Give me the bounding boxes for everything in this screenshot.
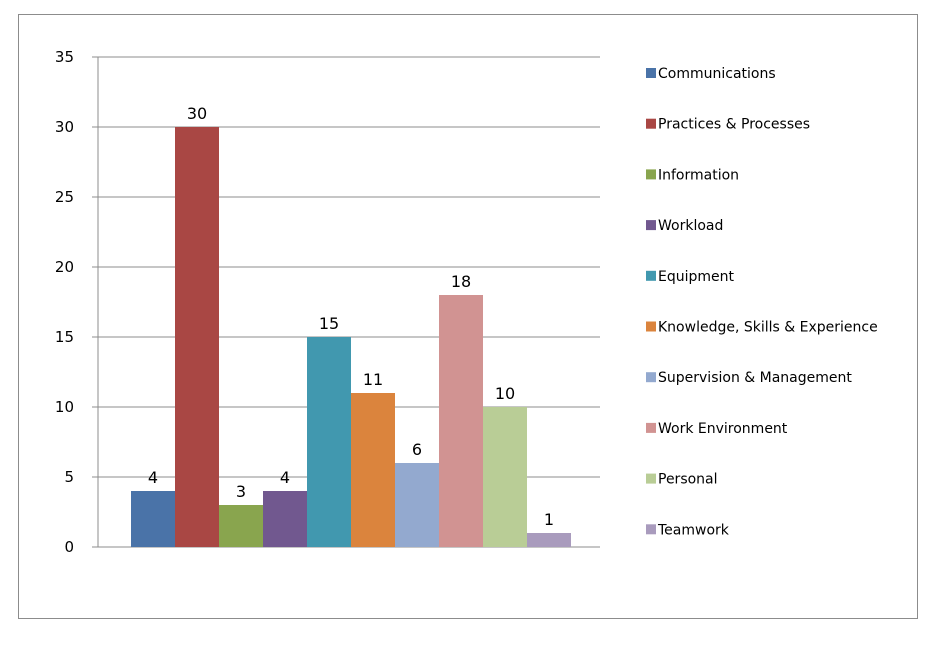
data-label: 3 xyxy=(236,482,246,501)
legend-label: Workload xyxy=(658,218,723,234)
data-label: 6 xyxy=(412,440,422,459)
legend-swatch xyxy=(646,270,656,281)
bar xyxy=(439,295,483,547)
data-label: 11 xyxy=(363,370,383,389)
legend-label: Equipment xyxy=(658,269,735,285)
bar xyxy=(263,491,307,547)
legend-swatch xyxy=(646,372,656,383)
y-tick-label: 25 xyxy=(55,188,74,206)
data-labels: 4 30 3 4 15 11 6 18 10 1 xyxy=(148,104,554,529)
y-tick-label: 35 xyxy=(55,48,74,66)
data-label: 4 xyxy=(148,468,158,487)
bar xyxy=(219,505,263,547)
legend-label: Practices & Processes xyxy=(658,117,810,133)
legend-swatch xyxy=(646,524,656,535)
legend-label: Teamwork xyxy=(657,522,730,538)
legend-swatch xyxy=(646,220,656,231)
bar xyxy=(131,491,175,547)
data-label: 15 xyxy=(319,314,339,333)
y-tick-label: 20 xyxy=(55,258,74,276)
legend-swatch xyxy=(646,169,656,180)
data-label: 30 xyxy=(187,104,207,123)
legend-label: Communications xyxy=(658,66,776,82)
bars xyxy=(131,127,571,547)
legend-swatch xyxy=(646,473,656,484)
axes: 0 5 10 15 20 25 30 35 xyxy=(55,48,600,556)
y-tick-label: 5 xyxy=(64,468,74,486)
bar xyxy=(483,407,527,547)
y-tick-label: 10 xyxy=(55,398,74,416)
bar xyxy=(395,463,439,547)
legend-label: Personal xyxy=(658,472,718,488)
y-tick-label: 0 xyxy=(64,538,74,556)
data-label: 1 xyxy=(544,510,554,529)
bar xyxy=(351,393,395,547)
legend-label: Information xyxy=(658,167,739,183)
legend-swatch xyxy=(646,422,656,433)
data-label: 10 xyxy=(495,384,515,403)
data-label: 4 xyxy=(280,468,290,487)
data-label: 18 xyxy=(451,272,471,291)
bar xyxy=(527,533,571,547)
legend-label: Supervision & Management xyxy=(658,370,852,386)
y-tick-label: 30 xyxy=(55,118,74,136)
legend: Communications Practices & Processes Infor… xyxy=(646,66,878,538)
bar xyxy=(307,337,351,547)
legend-label: Work Environment xyxy=(658,421,788,437)
y-tick-label: 15 xyxy=(55,328,74,346)
legend-swatch xyxy=(646,68,656,78)
legend-label: Knowledge, Skills & Experience xyxy=(658,320,878,336)
legend-swatch xyxy=(646,118,656,129)
legend-swatch xyxy=(646,321,656,332)
bar xyxy=(175,127,219,547)
